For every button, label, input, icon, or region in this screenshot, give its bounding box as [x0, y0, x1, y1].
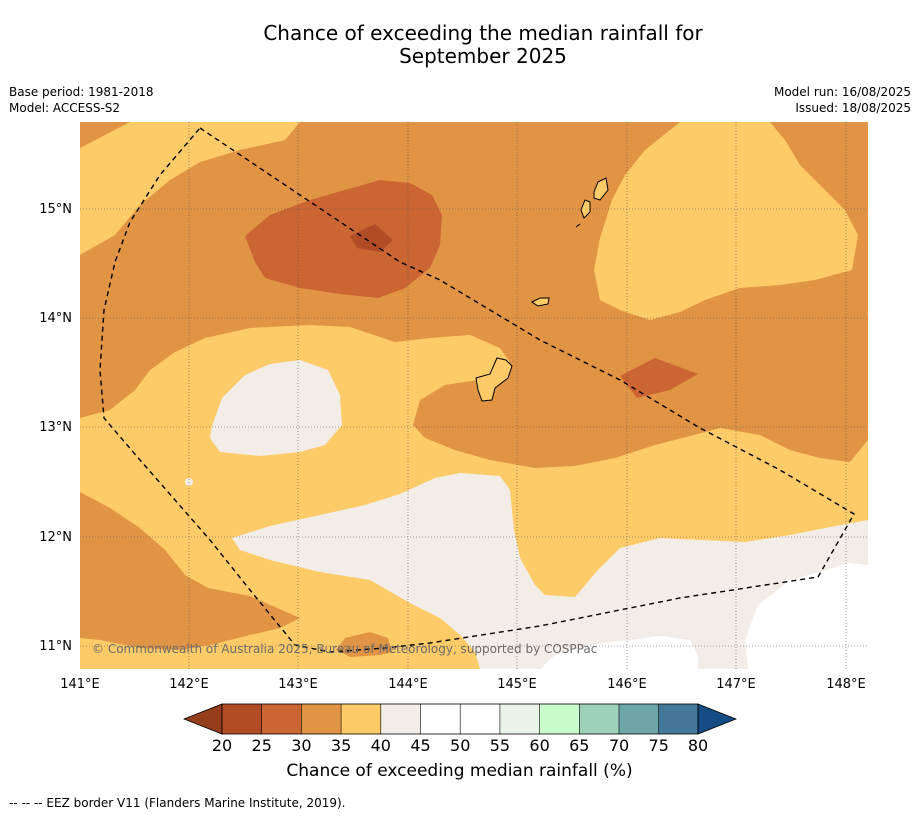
zone-45-55-south — [540, 636, 698, 669]
lat-label-11n: 11°N — [39, 639, 72, 654]
lon-label-147e: 147°E — [716, 677, 756, 692]
colorbar-tick-30: 30 — [291, 736, 311, 755]
rota-island — [531, 297, 550, 307]
lon-label-144e: 144°E — [388, 677, 428, 692]
colorbar-tick-50: 50 — [450, 736, 470, 755]
zone-20-25-patch — [350, 224, 393, 252]
colorbar-bin-60-65 — [539, 704, 580, 734]
zone-45-55-southeast — [745, 563, 868, 669]
zone-25-30-east — [620, 358, 698, 398]
zone-40-45-west — [210, 360, 342, 456]
lat-label-14n: 14°N — [39, 311, 72, 326]
colorbar-bin-50-55 — [460, 704, 500, 734]
title-line-1: Chance of exceeding the median rainfall … — [263, 21, 703, 45]
meta-left: Base period: 1981-2018 Model: ACCESS-S2 — [9, 84, 154, 116]
lat-label-15n: 15°N — [39, 202, 72, 217]
tinian-island — [580, 199, 591, 219]
colorbar-tick-20: 20 — [212, 736, 232, 755]
colorbar-tick-60: 60 — [529, 736, 549, 755]
zone-35-40-top-left — [80, 122, 300, 255]
map-panel: © Commonwealth of Australia 2025, Bureau… — [80, 122, 868, 669]
colorbar-tick-70: 70 — [609, 736, 629, 755]
lon-label-142e: 142°E — [169, 677, 209, 692]
model-run-text: Model run: 16/08/2025 — [773, 85, 911, 99]
colorbar-bin-35-40 — [341, 704, 381, 734]
lat-label-12n: 12°N — [39, 530, 72, 545]
colorbar-bin-65-70 — [579, 704, 619, 734]
colorbar-dividers — [261, 704, 660, 734]
map-title: Chance of exceeding the median rainfall … — [0, 22, 919, 68]
lon-label-148e: 148°E — [826, 677, 866, 692]
zone-40-45-south — [232, 473, 868, 669]
lon-label-143e: 143°E — [278, 677, 318, 692]
colorbar-bin-70-75 — [619, 704, 659, 734]
graticule — [80, 122, 868, 669]
colorbar-tick-25: 25 — [252, 736, 272, 755]
title-line-2: September 2025 — [399, 44, 567, 68]
zone-35-40-top-right — [594, 122, 858, 320]
colorbar-bin-20-25 — [222, 704, 262, 734]
colorbar-tick-75: 75 — [649, 736, 669, 755]
issued-text: Issued: 18/08/2025 — [795, 101, 911, 115]
meta-right: Model run: 16/08/2025 Issued: 18/08/2025 — [774, 84, 911, 116]
island-outlines — [475, 177, 609, 402]
zone-30-35-lower-left — [80, 492, 300, 650]
copyright-text: © Commonwealth of Australia 2025, Bureau… — [92, 642, 597, 656]
model-text: Model: ACCESS-S2 — [9, 101, 121, 115]
colorbar-under-arrow — [182, 703, 223, 735]
base-period-text: Base period: 1981-2018 — [9, 85, 154, 99]
lat-label-13n: 13°N — [39, 420, 72, 435]
colorbar-bin-45-50 — [420, 704, 461, 734]
aguijan-island — [575, 223, 581, 228]
colorbar-tick-80: 80 — [688, 736, 708, 755]
colorbar-tick-40: 40 — [371, 736, 391, 755]
lon-labels: 141°E 142°E 143°E 144°E 145°E 146°E 147°… — [60, 677, 866, 692]
lon-label-145e: 145°E — [497, 677, 537, 692]
saipan-island — [593, 177, 609, 201]
eez-legend-note: -- -- -- EEZ border V11 (Flanders Marine… — [9, 796, 346, 810]
guam-island — [475, 357, 513, 402]
eez-border — [99, 127, 855, 653]
colorbar-label: Chance of exceeding median rainfall (%) — [286, 761, 633, 781]
colorbar-bin-25-30 — [261, 704, 302, 734]
colorbar-bin-40-45 — [380, 704, 421, 734]
colorbar-tick-55: 55 — [490, 736, 510, 755]
colorbar-tick-65: 65 — [569, 736, 589, 755]
colorbar-tick-45: 45 — [410, 736, 430, 755]
colorbar-tick-35: 35 — [331, 736, 351, 755]
colorbar-bin-55-60 — [499, 704, 540, 734]
colorbar: 20 25 30 35 40 45 50 55 60 65 70 75 80 — [182, 703, 738, 755]
zone-25-30-north — [245, 180, 442, 298]
lon-label-146e: 146°E — [607, 677, 647, 692]
zone-35-40-right-edge — [850, 440, 868, 470]
colorbar-over-arrow — [697, 703, 738, 735]
colorbar-bin-75-80 — [658, 704, 698, 734]
colorbar-bin-30-35 — [301, 704, 342, 734]
lat-labels: 15°N 14°N 13°N 12°N 11°N — [39, 202, 72, 654]
lon-label-141e: 141°E — [60, 677, 100, 692]
